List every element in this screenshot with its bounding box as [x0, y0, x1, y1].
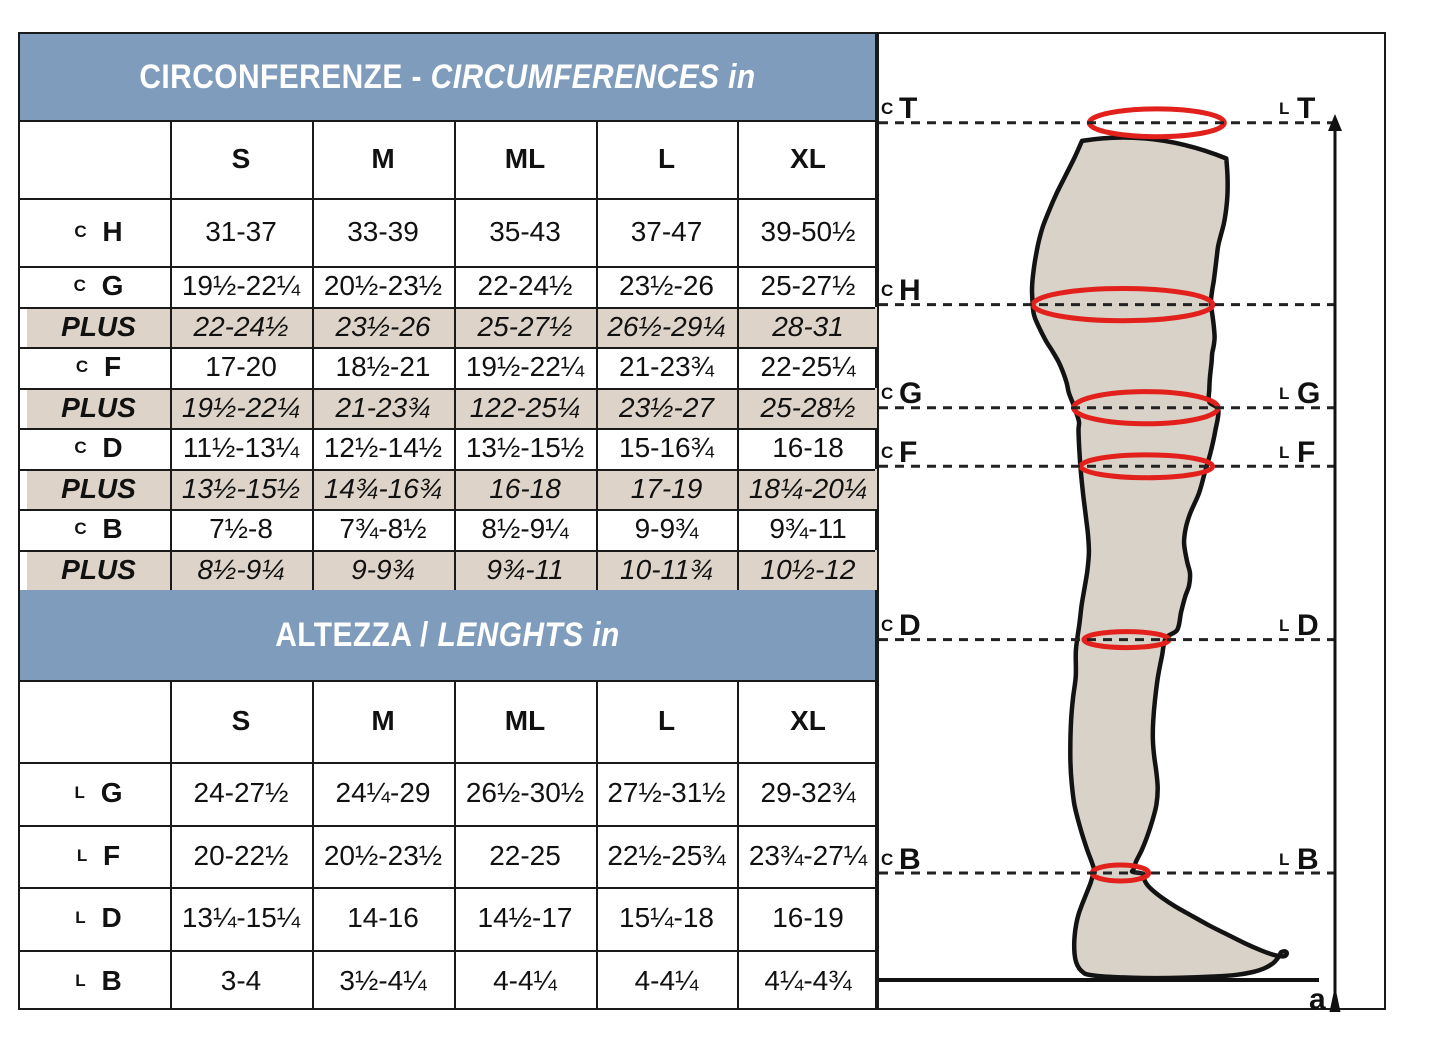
svg-text:F: F	[1297, 436, 1315, 469]
svg-text:D: D	[1297, 609, 1319, 642]
svg-text:L: L	[1279, 616, 1289, 635]
svg-text:F: F	[899, 436, 917, 469]
svg-text:a: a	[1309, 983, 1326, 1012]
svg-text:C: C	[881, 384, 893, 403]
svg-text:G: G	[899, 377, 922, 410]
svg-text:B: B	[899, 843, 921, 876]
svg-text:L: L	[1279, 850, 1289, 869]
svg-text:C: C	[881, 281, 893, 300]
svg-text:D: D	[899, 609, 921, 642]
svg-text:L: L	[1279, 443, 1289, 462]
svg-text:C: C	[881, 850, 893, 869]
svg-text:B: B	[1297, 843, 1319, 876]
svg-text:C: C	[881, 443, 893, 462]
svg-text:L: L	[1279, 99, 1289, 118]
svg-text:C: C	[881, 99, 893, 118]
svg-text:G: G	[1297, 377, 1320, 410]
svg-text:L: L	[1279, 384, 1289, 403]
svg-text:T: T	[899, 92, 917, 125]
svg-text:C: C	[881, 616, 893, 635]
svg-text:H: H	[899, 274, 921, 307]
svg-text:T: T	[1297, 92, 1315, 125]
